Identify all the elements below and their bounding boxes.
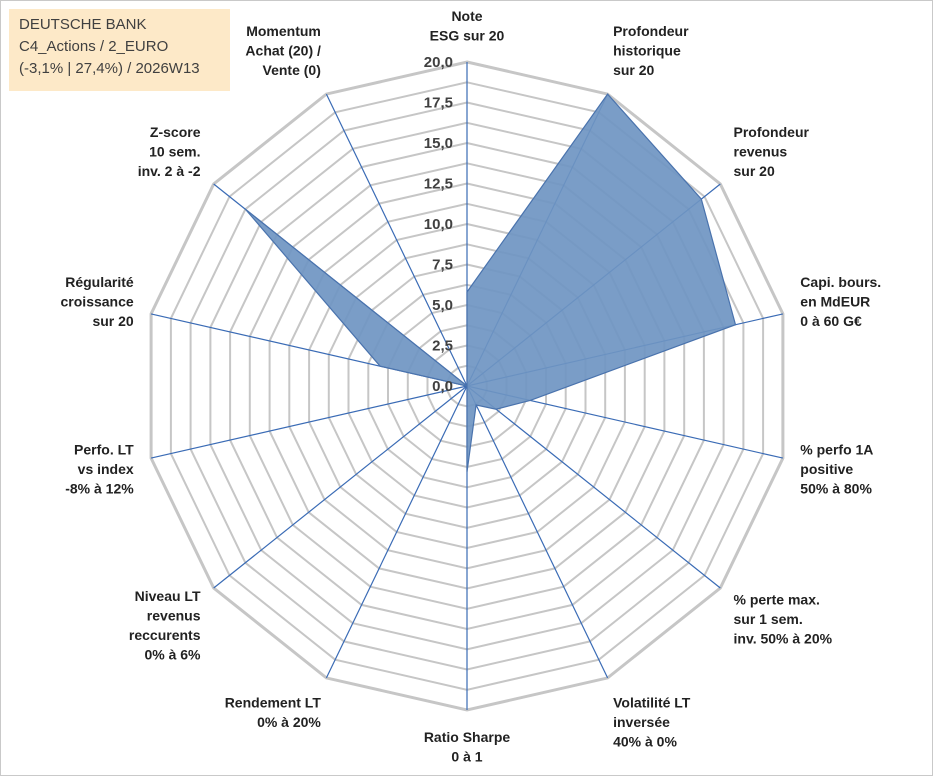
- axis-label: Volatilité LT inversée 40% à 0%: [613, 695, 691, 750]
- tick-label: 10,0: [424, 216, 453, 233]
- tick-label: 0,0: [432, 378, 453, 395]
- axis-label-line: en MdEUR: [800, 294, 870, 310]
- tick-label: 2,5: [432, 338, 453, 355]
- axis-label: Niveau LT revenus reccurents 0% à 6%: [129, 588, 201, 663]
- axis-spoke: [325, 93, 468, 387]
- axis-label: Régularité croissance sur 20: [61, 274, 134, 329]
- axis-label-line: sur 20: [734, 163, 775, 179]
- axis-label-line: Niveau LT: [135, 588, 201, 604]
- axis-label-line: Vente (0): [263, 62, 321, 78]
- axis-label: Capi. bours. en MdEUR 0 à 60 G€: [800, 274, 881, 329]
- axis-label-line: inv. 2 à -2: [138, 163, 201, 179]
- axis-label-line: inversée: [613, 714, 670, 730]
- axis-label-line: 0 à 60 G€: [800, 313, 862, 329]
- tick-label: 12,5: [424, 176, 453, 193]
- tick-label: 20,0: [424, 54, 453, 71]
- axis-label-line: 0% à 6%: [144, 647, 201, 663]
- info-stats: (-3,1% | 27,4%) / 2026W13: [19, 60, 200, 77]
- axis-label-line: sur 1 sem.: [734, 611, 803, 627]
- info-title: DEUTSCHE BANK: [19, 16, 147, 33]
- axis-label: Profondeur revenus sur 20: [734, 124, 810, 179]
- axis-label-line: Capi. bours.: [800, 274, 881, 290]
- axis-label-line: croissance: [61, 294, 134, 310]
- axis-label-line: inv. 50% à 20%: [734, 631, 833, 647]
- axis-label-line: positive: [800, 461, 853, 477]
- axis-label: % perte max. sur 1 sem. inv. 50% à 20%: [734, 592, 833, 647]
- axis-spoke: [213, 385, 468, 589]
- info-box: DEUTSCHE BANK C4_Actions / 2_EURO (-3,1%…: [9, 9, 230, 91]
- axis-label-line: -8% à 12%: [65, 480, 134, 496]
- axis-label-line: 0 à 1: [451, 749, 482, 765]
- axis-label: Rendement LT 0% à 20%: [225, 695, 322, 731]
- axis-label-line: sur 20: [613, 62, 654, 78]
- radial-tick-labels: 0,0 2,5 5,0 7,5 10,0 12,5 15,0 17,5 20,0: [424, 54, 453, 395]
- axis-label-line: Z-score: [150, 124, 201, 140]
- axis-label-line: Note: [451, 8, 482, 24]
- axis-labels: Note ESG sur 20 Profondeur historique sur 20…: [61, 8, 882, 765]
- axis-label-line: Profondeur: [613, 23, 689, 39]
- axis-label-line: revenus: [734, 143, 788, 159]
- axis-label-line: historique: [613, 42, 681, 58]
- axis-label: Profondeur historique sur 20: [613, 23, 689, 78]
- axis-label-line: sur 20: [92, 313, 133, 329]
- axis-spoke: [466, 385, 609, 679]
- axis-label-line: Profondeur: [734, 124, 810, 140]
- axis-label-line: Achat (20) /: [245, 42, 321, 58]
- axis-spoke: [325, 385, 468, 679]
- axis-label-line: reccurents: [129, 627, 201, 643]
- data-series: [244, 93, 737, 472]
- axis-label-line: revenus: [147, 608, 201, 624]
- axis-label-line: ESG sur 20: [430, 28, 505, 44]
- axis-label-line: Rendement LT: [225, 695, 322, 711]
- axis-label-line: % perfo 1A: [800, 441, 873, 457]
- axis-label-line: Ratio Sharpe: [424, 729, 511, 745]
- axis-label-line: 40% à 0%: [613, 734, 677, 750]
- axis-label: Momentum Achat (20) / Vente (0): [245, 23, 321, 78]
- axis-label: Z-score 10 sem. inv. 2 à -2: [138, 124, 201, 179]
- axis-label-line: 10 sem.: [149, 143, 200, 159]
- axis-label-line: Perfo. LT: [74, 441, 134, 457]
- axis-label: Note ESG sur 20: [430, 8, 505, 44]
- axis-spoke: [150, 385, 468, 459]
- axis-label-line: 0% à 20%: [257, 714, 321, 730]
- axis-label-line: vs index: [78, 461, 134, 477]
- series-area: [244, 93, 737, 472]
- axis-label-line: % perte max.: [734, 592, 820, 608]
- info-category: C4_Actions / 2_EURO: [19, 38, 169, 55]
- tick-label: 7,5: [432, 257, 453, 274]
- axis-label-line: 50% à 80%: [800, 480, 872, 496]
- tick-label: 15,0: [424, 135, 453, 152]
- axis-label: % perfo 1A positive 50% à 80%: [800, 441, 873, 496]
- axis-label-line: Régularité: [65, 274, 134, 290]
- axis-label-line: Volatilité LT: [613, 695, 691, 711]
- axis-label: Perfo. LT vs index -8% à 12%: [65, 441, 134, 496]
- axis-spoke: [466, 385, 721, 589]
- axis-label-line: Momentum: [246, 23, 321, 39]
- axis-label: Ratio Sharpe 0 à 1: [424, 729, 511, 765]
- tick-label: 17,5: [424, 95, 453, 112]
- tick-label: 5,0: [432, 297, 453, 314]
